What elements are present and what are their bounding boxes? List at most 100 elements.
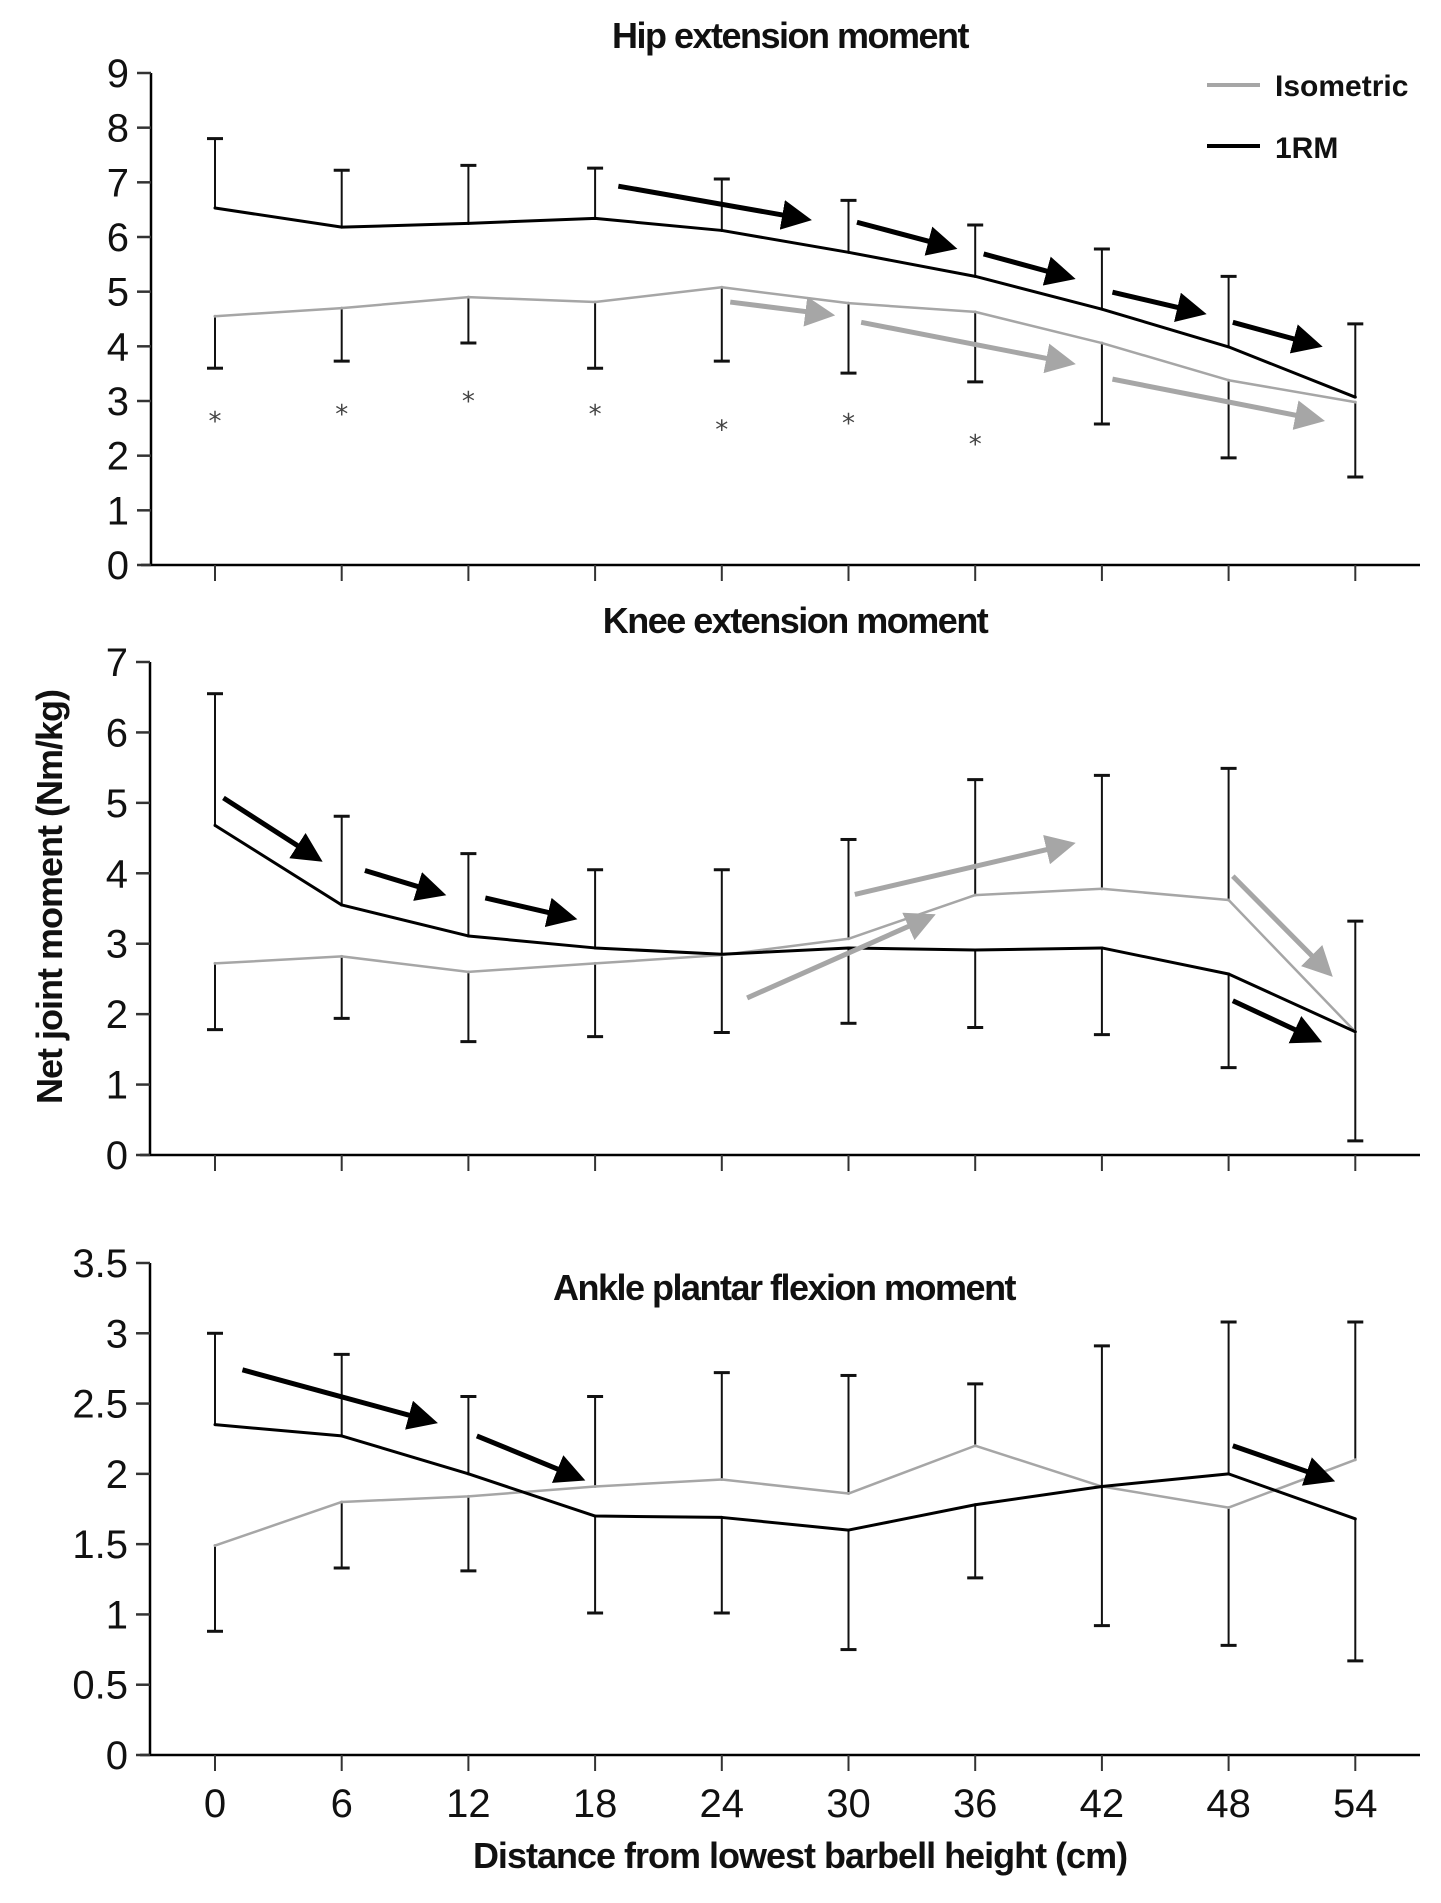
hip-y-tick-label: 6 (107, 216, 129, 260)
knee-y-tick-label: 5 (106, 782, 128, 826)
ankle-y-tick-label: 1 (106, 1593, 128, 1637)
hip-y-tick-label: 7 (107, 161, 129, 205)
ankle-point-1rm (720, 1515, 724, 1519)
hip-y-tick-label: 1 (107, 489, 129, 533)
hip-trend-arrow-1rm (982, 251, 1076, 286)
knee-line-isometric (214, 887, 1357, 1033)
hip-trend-arrow-isometric (729, 296, 836, 327)
ankle-y-tick-label: 2.5 (72, 1383, 128, 1427)
hip-point-isometric (1353, 400, 1357, 404)
hip-point-isometric (720, 285, 724, 289)
hip-trend-arrow-1rm (1232, 319, 1323, 354)
hip-point-1rm (213, 206, 217, 210)
knee-y-tick-label: 4 (106, 852, 128, 896)
ankle-y-tick-label: 3 (106, 1312, 128, 1356)
knee-trend-arrow-isometric (1231, 874, 1333, 977)
hip-y-tick-label: 9 (107, 52, 129, 96)
ankle-point-isometric (847, 1492, 850, 1496)
hip-point-isometric (340, 306, 344, 310)
ankle-point-1rm (466, 1472, 470, 1476)
ankle-point-1rm (1100, 1485, 1104, 1489)
knee-line-1rm (214, 824, 1356, 1034)
hip-significance-asterisk: * (209, 407, 222, 437)
ankle-y-tick-label: 3.5 (72, 1242, 128, 1286)
knee-y-tick-label: 3 (106, 923, 128, 967)
ankle-point-1rm (213, 1423, 217, 1427)
ankle-x-tick-label: 30 (826, 1782, 871, 1826)
hip-significance-asterisk: * (969, 430, 982, 460)
ankle-point-isometric (466, 1494, 470, 1498)
hip-point-1rm (1100, 307, 1104, 311)
ankle-point-isometric (340, 1500, 344, 1504)
knee-point-1rm (1353, 1030, 1357, 1034)
knee-y-tick-label: 6 (106, 711, 128, 755)
hip-point-1rm (847, 250, 850, 254)
hip-trend-arrow-isometric (1111, 376, 1325, 430)
ankle-error-bars (207, 1320, 1364, 1663)
ankle-point-1rm (593, 1514, 597, 1518)
panel-knee: 0 1 2 3 4 5 6 7 (106, 641, 1420, 1178)
hip-trend-arrow-1rm (617, 183, 812, 230)
hip-y-tick-label: 8 (107, 107, 129, 151)
ankle-y-tick-label: 1.5 (72, 1523, 128, 1567)
knee-trend-arrow-1rm (484, 895, 578, 928)
knee-y-tick-label: 2 (106, 993, 128, 1037)
knee-point-isometric (1100, 887, 1104, 891)
ankle-point-isometric (1353, 1458, 1357, 1462)
ankle-x-tick-label: 0 (204, 1782, 226, 1826)
hip-trend-arrow-isometric (860, 319, 1076, 374)
hip-point-isometric (213, 314, 217, 318)
ankle-panel-title: Ankle plantar flexion moment (553, 1267, 1017, 1308)
ankle-trend-arrow-1rm (241, 1367, 438, 1430)
ankle-point-1rm (973, 1503, 977, 1507)
knee-point-1rm (847, 946, 850, 950)
knee-point-1rm (466, 934, 470, 938)
hip-trend-arrow-1rm (1111, 289, 1207, 322)
ankle-line-isometric (214, 1444, 1356, 1547)
ankle-x-tick-label: 12 (446, 1782, 491, 1826)
hip-point-isometric (973, 310, 977, 314)
ankle-trend-arrow-1rm (1232, 1443, 1336, 1486)
ankle-x-tick-label: 48 (1206, 1782, 1251, 1826)
knee-trend-arrow-isometric (854, 835, 1076, 897)
knee-point-isometric (847, 937, 850, 941)
hip-point-1rm (973, 274, 977, 278)
hip-significance-asterisk: * (715, 415, 728, 445)
ankle-y-tick-label: 0.5 (72, 1664, 128, 1708)
knee-trend-arrow-isometric (746, 912, 936, 1001)
ankle-point-isometric (720, 1477, 724, 1481)
hip-line-1rm (214, 206, 1356, 399)
knee-point-isometric (466, 970, 470, 974)
ankle-y-tick-label: 2 (106, 1453, 128, 1497)
ankle-point-isometric (973, 1444, 977, 1448)
hip-y-tick-label: 2 (107, 435, 129, 479)
legend-label-isometric: Isometric (1275, 70, 1408, 103)
knee-point-1rm (340, 903, 344, 907)
hip-point-isometric (1227, 378, 1231, 382)
knee-point-1rm (213, 823, 217, 827)
ankle-point-isometric (1227, 1506, 1231, 1510)
knee-trend-arrow-1rm (1231, 998, 1323, 1044)
hip-point-isometric (1100, 341, 1104, 345)
ankle-point-1rm (1227, 1472, 1231, 1476)
ankle-point-1rm (847, 1528, 850, 1532)
hip-point-1rm (466, 221, 470, 225)
knee-trend-arrow-1rm (364, 868, 447, 901)
hip-trend-arrow-1rm (856, 219, 958, 256)
ankle-point-1rm (1353, 1517, 1357, 1521)
knee-y-tick-label: 7 (106, 641, 128, 685)
knee-y-tick-label: 0 (106, 1134, 128, 1178)
y-axis-title: Net joint moment (Nm/kg) (29, 690, 70, 1104)
knee-point-isometric (973, 893, 977, 897)
ankle-line-1rm (214, 1423, 1356, 1532)
hip-point-1rm (593, 216, 597, 220)
hip-y-tick-label: 3 (107, 380, 129, 424)
ankle-x-tick-label: 18 (573, 1782, 618, 1826)
hip-point-isometric (466, 295, 470, 299)
hip-point-isometric (847, 301, 850, 305)
hip-point-isometric (593, 300, 597, 304)
ankle-y-tick-label: 0 (106, 1734, 128, 1778)
hip-point-1rm (720, 228, 724, 232)
hip-y-tick-label: 4 (107, 325, 129, 369)
